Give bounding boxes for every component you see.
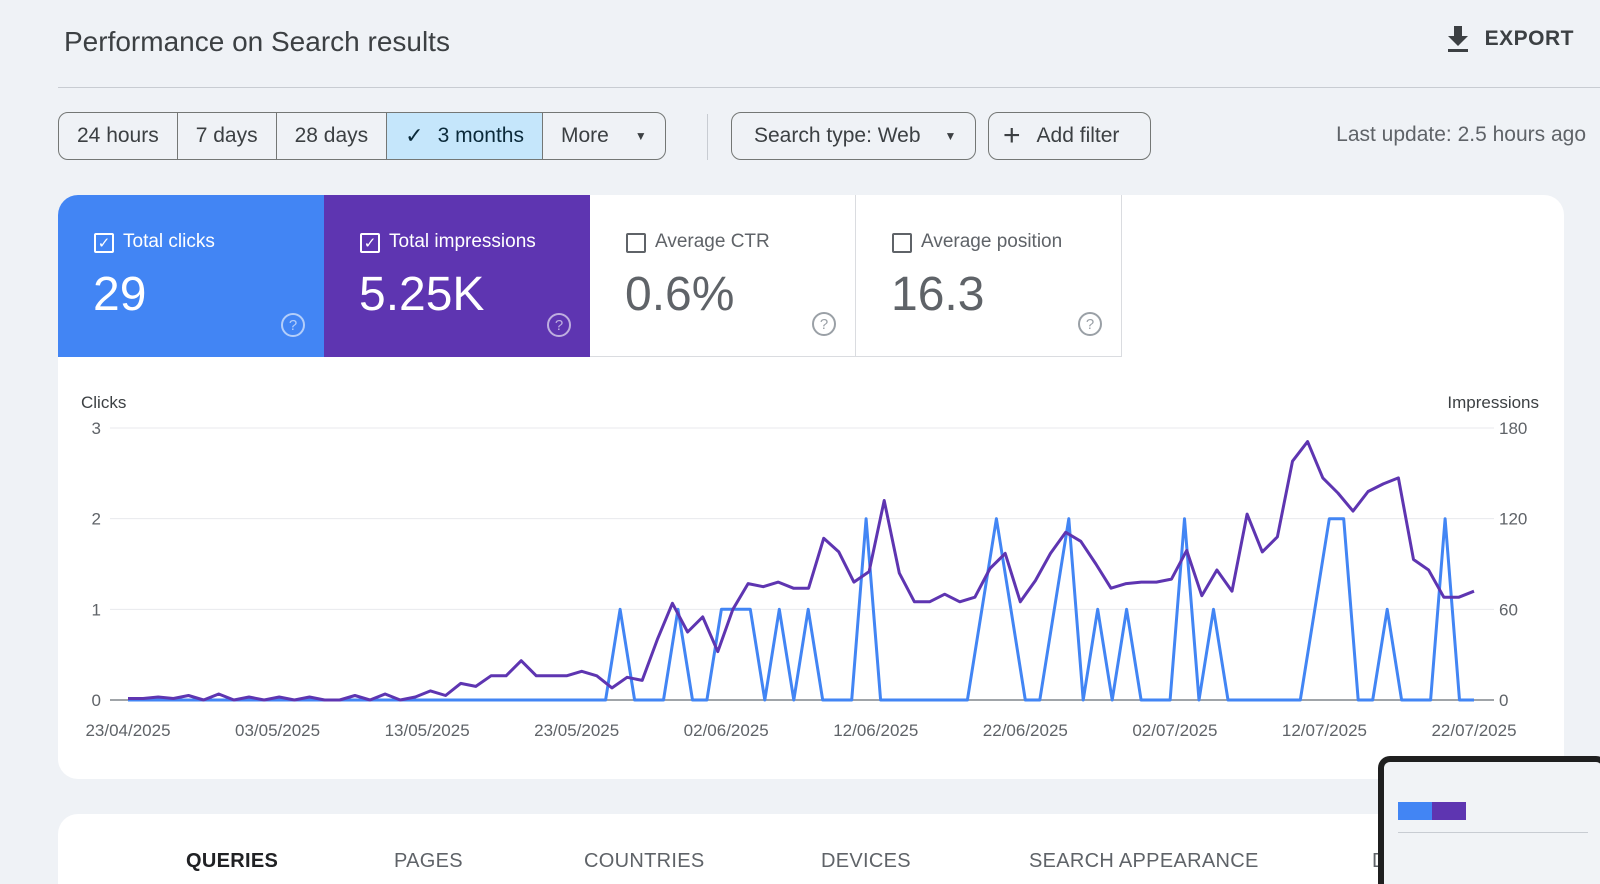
y-tick-left: 0 — [92, 691, 101, 710]
metric-value: 5.25K — [359, 268, 485, 321]
y-tick-right: 0 — [1499, 691, 1508, 710]
thumbnail-preview — [1384, 762, 1600, 884]
caret-down-icon: ▼ — [634, 129, 647, 143]
export-label: EXPORT — [1484, 27, 1574, 50]
metric-label: Total impressions — [389, 231, 536, 252]
metric-label: Average CTR — [655, 231, 770, 252]
x-tick-label: 23/05/2025 — [534, 721, 619, 740]
help-icon[interactable]: ? — [1078, 312, 1102, 336]
checkbox-checked-icon[interactable]: ✓ — [360, 233, 380, 253]
range-more-dropdown[interactable]: More ▼ — [543, 113, 665, 159]
x-tick-label: 22/07/2025 — [1431, 721, 1516, 740]
divider — [707, 114, 708, 160]
range-3-months[interactable]: ✓ 3 months — [387, 113, 543, 159]
range-label: 7 days — [195, 124, 258, 147]
checkbox-unchecked-icon[interactable] — [626, 233, 646, 253]
date-range-segmented: 24 hours 7 days 28 days ✓ 3 months More ▼ — [58, 112, 666, 160]
metric-value: 0.6% — [625, 268, 735, 321]
performance-chart-card: ✓ Total clicks 29 ? ✓ Total impressions … — [58, 195, 1564, 779]
metric-average-position[interactable]: Average position 16.3 ? — [856, 195, 1122, 357]
thumbnail-gridline — [1398, 832, 1588, 833]
thumbnail-block — [1432, 802, 1466, 820]
range-24-hours[interactable]: 24 hours — [59, 113, 178, 159]
help-icon[interactable]: ? — [281, 313, 305, 337]
metric-average-ctr[interactable]: Average CTR 0.6% ? — [590, 195, 856, 357]
checkbox-checked-icon[interactable]: ✓ — [94, 233, 114, 253]
range-label: 3 months — [437, 124, 524, 147]
page-header: Performance on Search results EXPORT — [58, 0, 1600, 88]
x-tick-label: 22/06/2025 — [983, 721, 1068, 740]
metric-value: 29 — [93, 268, 147, 321]
y-axis-right-title: Impressions — [1447, 393, 1539, 412]
metric-total-impressions[interactable]: ✓ Total impressions 5.25K ? — [324, 195, 590, 357]
help-icon[interactable]: ? — [812, 312, 836, 336]
range-label: 24 hours — [77, 124, 159, 147]
x-tick-label: 13/05/2025 — [385, 721, 470, 740]
metric-label: Total clicks — [123, 231, 215, 252]
x-tick-label: 02/06/2025 — [684, 721, 769, 740]
x-tick-label: 02/07/2025 — [1132, 721, 1217, 740]
thumbnail-block — [1398, 802, 1432, 820]
report-tabs: QUERIES PAGES COUNTRIES DEVICES SEARCH A… — [58, 814, 1564, 884]
last-update-text: Last update: 2.5 hours ago — [1336, 123, 1586, 146]
page-title: Performance on Search results — [64, 26, 450, 57]
range-label: 28 days — [294, 124, 369, 147]
add-filter-label: Add filter — [1036, 124, 1120, 147]
y-tick-right: 120 — [1499, 510, 1527, 529]
screenshot-thumbnail[interactable] — [1378, 756, 1600, 884]
add-filter-button[interactable]: + Add filter — [988, 112, 1151, 160]
date-range-selector: 24 hours 7 days 28 days ✓ 3 months More ▼ — [58, 112, 666, 160]
caret-down-icon: ▼ — [944, 129, 957, 143]
x-tick-label: 03/05/2025 — [235, 721, 320, 740]
range-label: More — [561, 124, 609, 147]
range-7-days[interactable]: 7 days — [178, 113, 277, 159]
tab-search-appearance[interactable]: SEARCH APPEARANCE — [1029, 850, 1259, 872]
export-button[interactable]: EXPORT — [1445, 24, 1574, 54]
y-tick-right: 180 — [1499, 419, 1527, 438]
search-type-label: Search type: Web — [754, 124, 921, 147]
metric-label: Average position — [921, 231, 1063, 252]
x-tick-label: 23/04/2025 — [85, 721, 170, 740]
y-tick-right: 60 — [1499, 600, 1518, 619]
download-icon — [1447, 26, 1468, 52]
help-icon[interactable]: ? — [547, 313, 571, 337]
check-icon: ✓ — [405, 123, 424, 148]
y-tick-left: 2 — [92, 510, 101, 529]
tab-pages[interactable]: PAGES — [394, 850, 463, 872]
y-axis-left-title: Clicks — [81, 393, 126, 412]
search-type-dropdown[interactable]: Search type: Web ▼ — [731, 112, 976, 160]
y-tick-left: 3 — [92, 419, 101, 438]
tab-countries[interactable]: COUNTRIES — [584, 850, 705, 872]
metric-value: 16.3 — [891, 268, 985, 321]
plus-icon: + — [1003, 119, 1021, 152]
metric-total-clicks[interactable]: ✓ Total clicks 29 ? — [58, 195, 324, 357]
tab-queries[interactable]: QUERIES — [186, 850, 279, 872]
range-28-days[interactable]: 28 days — [277, 113, 388, 159]
tab-devices[interactable]: DEVICES — [821, 850, 911, 872]
x-tick-label: 12/07/2025 — [1282, 721, 1367, 740]
checkbox-unchecked-icon[interactable] — [892, 233, 912, 253]
y-tick-left: 1 — [92, 600, 101, 619]
series-line-impressions — [128, 440, 1475, 702]
series-line-clicks — [128, 517, 1474, 702]
x-tick-label: 12/06/2025 — [833, 721, 918, 740]
